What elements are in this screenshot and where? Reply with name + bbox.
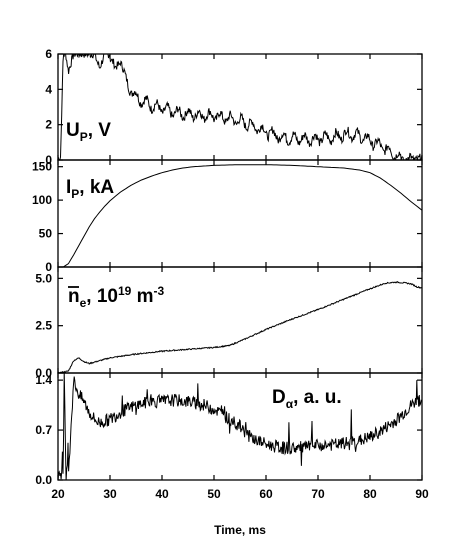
y-tick-label: 0.0: [35, 366, 52, 380]
x-tick-label: 50: [207, 487, 221, 501]
label-subscript: α: [286, 397, 294, 411]
x-axis-title: Time, ms: [214, 523, 266, 537]
y-tick-label: 0.0: [35, 473, 52, 487]
panel-label-ip: IP, kA: [66, 177, 114, 201]
x-tick-label: 70: [311, 487, 325, 501]
y-tick-label: 6: [45, 47, 52, 61]
label-subscript: e: [80, 296, 87, 310]
label-superscript: 19: [118, 284, 132, 298]
x-tick-label: 20: [51, 487, 65, 501]
trace-da: [58, 373, 422, 480]
panel-da: 0.0 0.7 1.4 Dα, a. u.: [35, 372, 423, 487]
y-tick-label: 100: [32, 193, 52, 207]
y-tick-label: 0: [45, 260, 52, 274]
y-tick-label: 50: [39, 227, 53, 241]
y-tick-label: 0: [45, 153, 52, 167]
panel-ip: 0 50 100 150 IP, kA: [32, 159, 423, 274]
panel-frame-da: [57, 372, 423, 481]
y-tick-label: 2: [45, 118, 52, 132]
x-tick-label: 90: [415, 487, 429, 501]
label-rest: , V: [88, 120, 112, 141]
panel-frame-up: [57, 53, 423, 161]
panel-ne: 0.0 2.5 5.0 ne, 1019 m-3: [35, 266, 423, 380]
y-tick-label: 5.0: [35, 271, 52, 285]
label-subscript: P: [80, 130, 88, 144]
panel-label-up: UP, V: [66, 120, 111, 144]
x-tick-label: 30: [103, 487, 117, 501]
label-main: D: [272, 387, 286, 408]
trace-ip: [58, 164, 422, 267]
label-rest: , 10: [86, 286, 118, 307]
label-unit: m: [131, 286, 153, 307]
trace-up: [58, 54, 422, 160]
y-tick-label: 150: [32, 160, 52, 174]
x-tick-label: 40: [155, 487, 169, 501]
y-tick-label: 1.4: [35, 373, 52, 387]
x-axis: 20 30 40 50 60 70 80 90: [51, 487, 429, 501]
y-tick-label: 0.7: [35, 423, 52, 437]
y-tick-label: 4: [45, 82, 52, 96]
x-tick-label: 60: [259, 487, 273, 501]
panel-up: 0 2 4 6 UP, V: [45, 47, 423, 167]
x-tick-label: 80: [363, 487, 377, 501]
label-rest: , a. u.: [293, 387, 342, 408]
panel-frame-ne: [57, 266, 423, 374]
label-main: U: [66, 120, 80, 141]
label-subscript: P: [71, 187, 79, 201]
panel-label-da: Dα, a. u.: [272, 387, 342, 411]
label-superscript-2: -3: [154, 284, 165, 298]
y-tick-label: 2.5: [35, 319, 52, 333]
trace-ne: [58, 281, 422, 373]
panel-label-ne: ne, 1019 m-3: [68, 284, 165, 310]
label-main: I: [66, 177, 71, 198]
label-rest: , kA: [79, 177, 114, 198]
label-main: n: [68, 286, 80, 307]
